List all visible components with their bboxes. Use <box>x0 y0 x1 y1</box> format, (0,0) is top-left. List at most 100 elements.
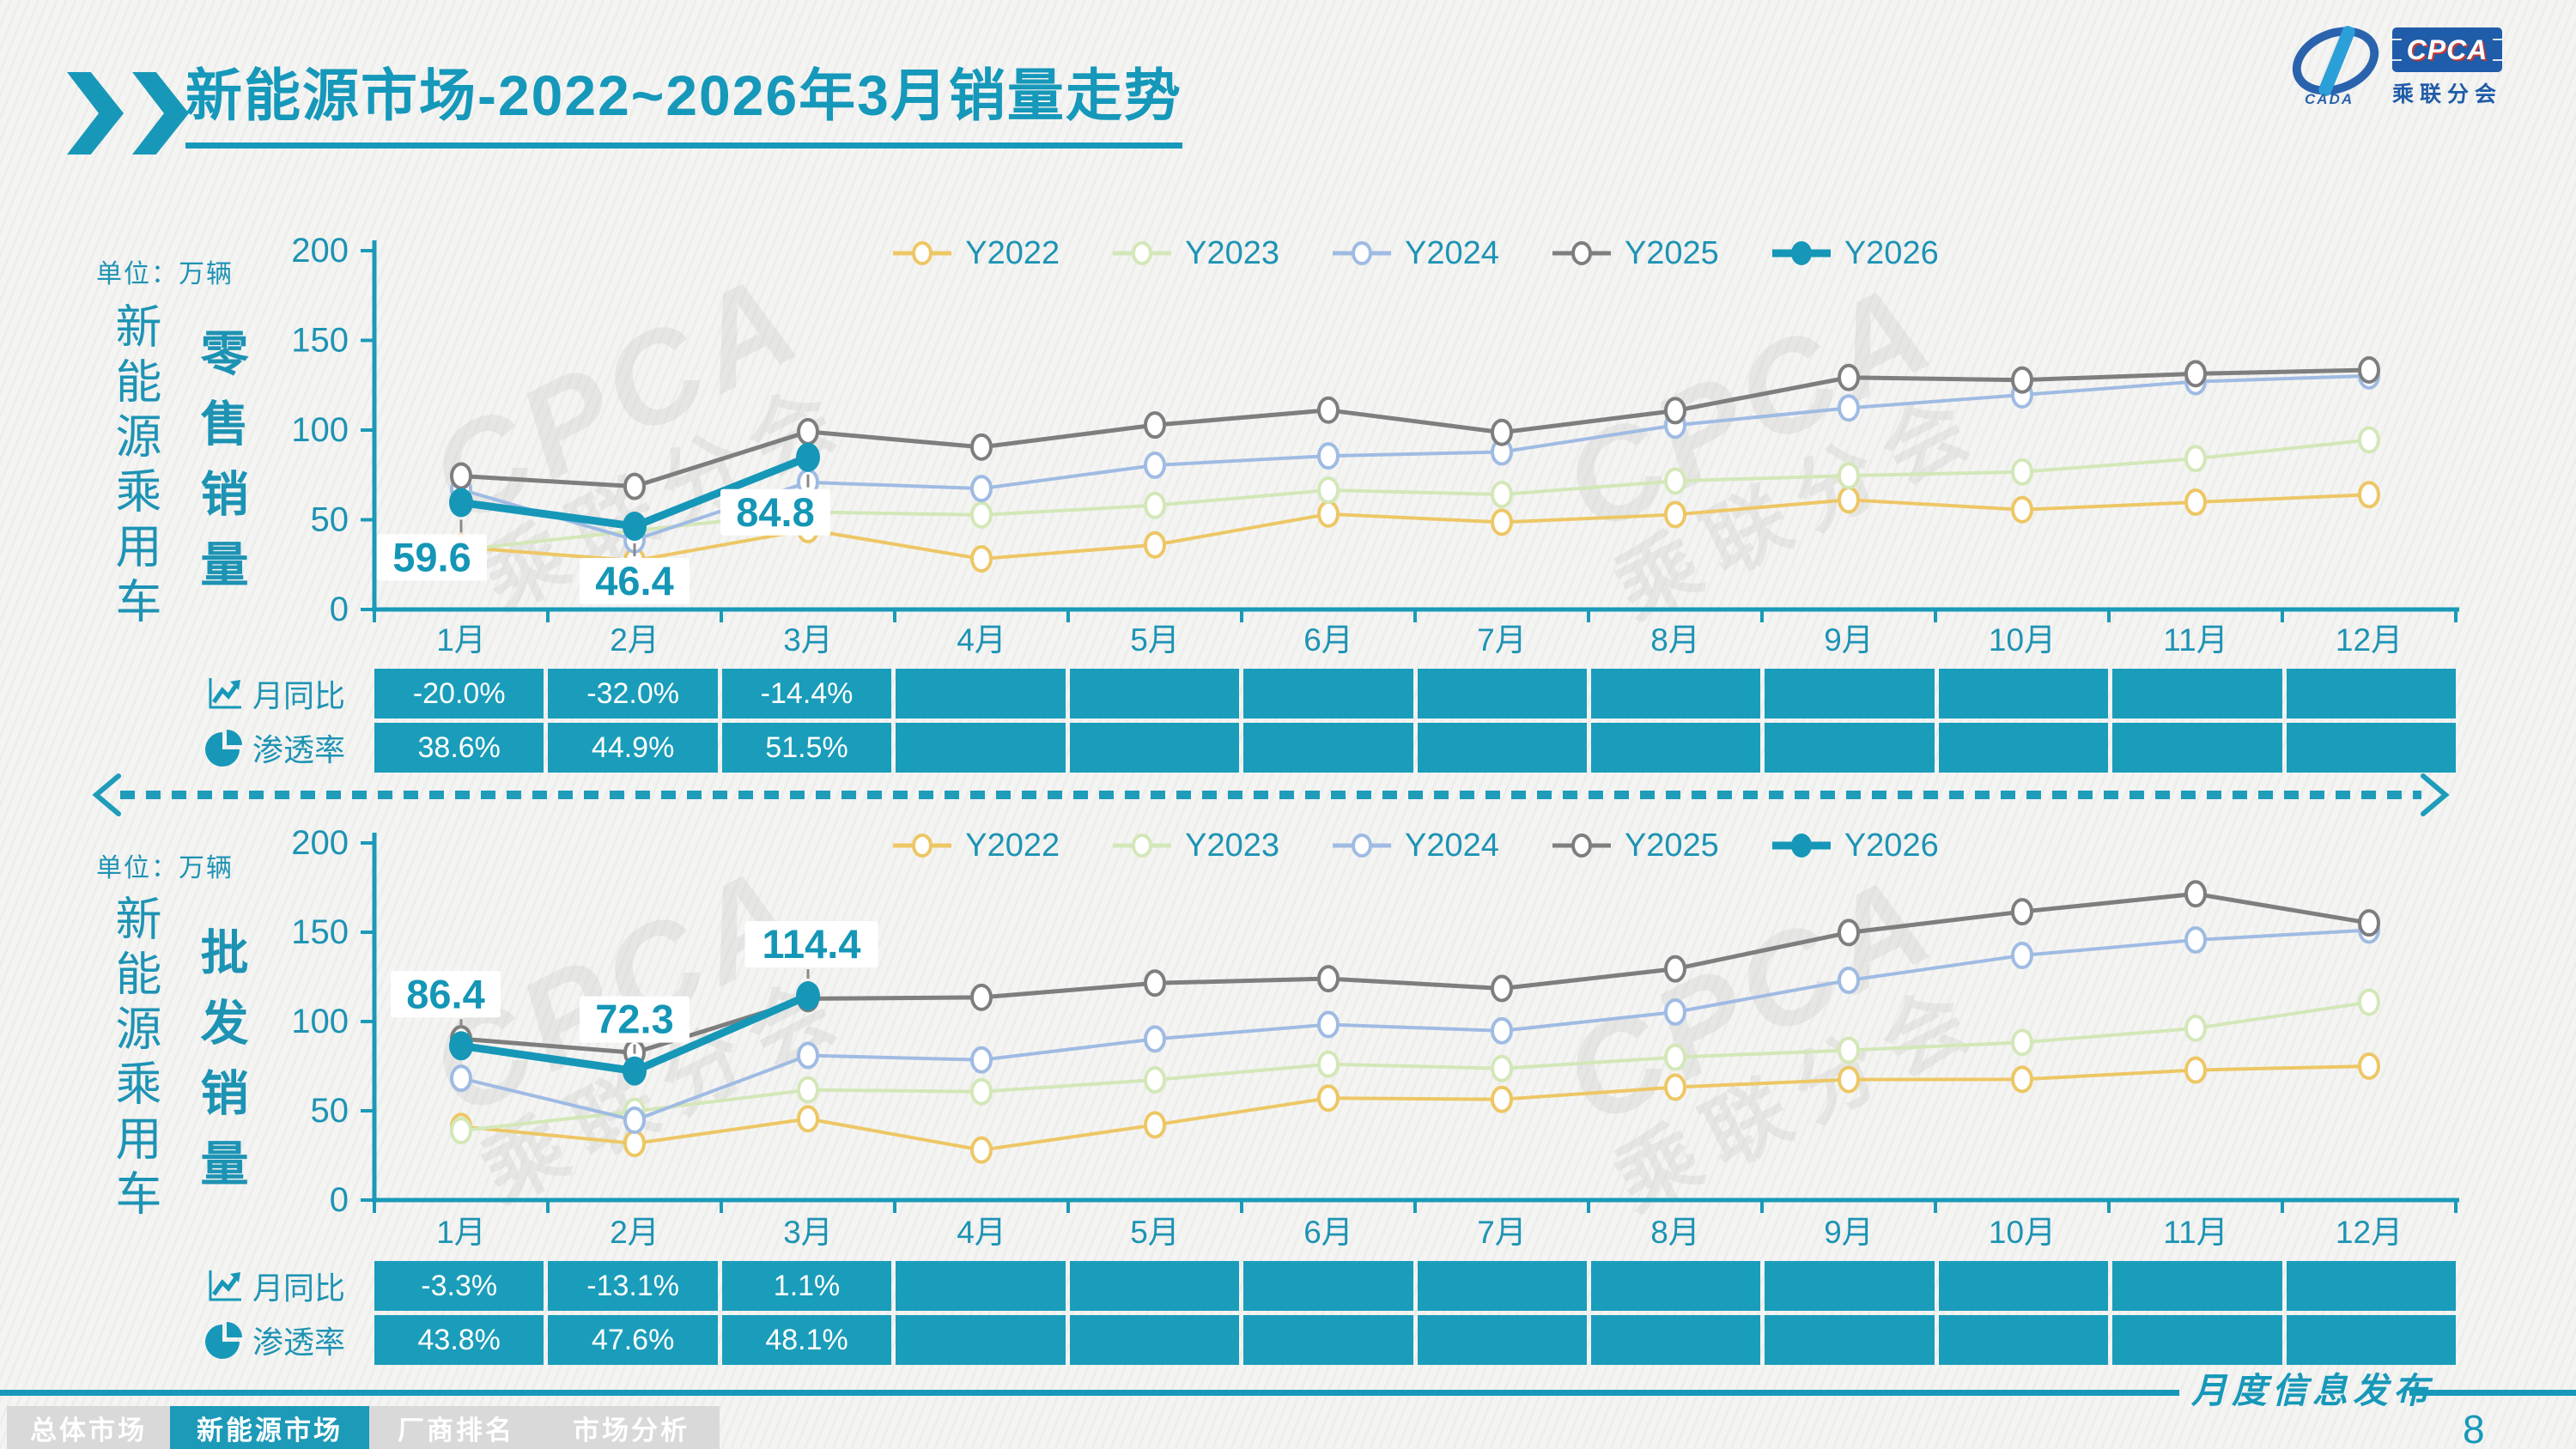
渗透率-cell-4月 <box>896 723 1066 773</box>
月同比-cell-12月 <box>2286 669 2456 718</box>
marker-Y2022 <box>1317 500 1340 528</box>
tab-总体市场[interactable]: 总体市场 <box>30 1415 147 1446</box>
month-label: 8月 <box>1650 1215 1700 1250</box>
月同比-cell-6月 <box>1243 1261 1413 1311</box>
渗透率-cell-9月 <box>1765 723 1935 773</box>
月同比-cell-8月 <box>1590 1261 1761 1311</box>
month-label: 10月 <box>1989 622 2056 658</box>
渗透率-cell-5月 <box>1069 1315 1240 1365</box>
series-line-Y2022 <box>459 1064 2371 1152</box>
unit-label-wholesale: 单位：万辆 <box>96 854 234 882</box>
tab-新能源市场[interactable]: 新能源市场 <box>170 1406 369 1449</box>
marker-Y2022 <box>1317 1084 1340 1113</box>
legend-label: Y2022 <box>965 234 1060 271</box>
marker-Y2025 <box>2011 898 2033 926</box>
marker-Y2025 <box>970 433 993 461</box>
legend-label: Y2024 <box>1405 827 1499 864</box>
legend-label: Y2023 <box>1185 234 1280 271</box>
month-label: 12月 <box>2336 1215 2403 1250</box>
value-label-chip <box>580 996 690 1043</box>
marker-Y2026 <box>623 512 647 542</box>
marker-Y2022 <box>450 533 472 561</box>
logo-acronym: CPCA <box>2401 33 2494 66</box>
value-label-chip <box>744 921 878 968</box>
渗透率-cell-7月 <box>1417 723 1587 773</box>
marker-Y2024 <box>1491 438 1513 466</box>
legend-label: Y2022 <box>965 827 1060 864</box>
marker-Y2022 <box>1838 1065 1860 1094</box>
月同比-cell-2月: -32.0% <box>548 669 718 718</box>
marker-Y2025 <box>1317 396 1340 424</box>
渗透率-cell-11月 <box>2112 1315 2282 1365</box>
month-label: 6月 <box>1303 622 1353 658</box>
legend-retail: Y2022 Y2023 Y2024 Y2025 Y2026 <box>374 233 2456 273</box>
marker-Y2023 <box>1317 476 1340 505</box>
value-label-chip <box>580 558 690 605</box>
marker-Y2025 <box>2011 366 2033 394</box>
渗透率-cell-1月: 43.8% <box>374 1315 544 1365</box>
marker-Y2024 <box>1664 411 1686 440</box>
月同比-cell-11月 <box>2112 669 2282 718</box>
月同比-cell-5月 <box>1069 1261 1240 1311</box>
marker-Y2024 <box>797 468 819 496</box>
marker-Y2022 <box>797 1105 819 1133</box>
marker-Y2022 <box>1838 486 1860 514</box>
marker-Y2025 <box>1838 363 1860 391</box>
marker-Y2023 <box>623 1097 646 1125</box>
月同比-cell-4月 <box>896 669 1066 718</box>
month-label: 6月 <box>1303 1215 1353 1250</box>
marker-Y2023 <box>1838 462 1860 490</box>
marker-Y2025 <box>450 1025 472 1053</box>
series-line-Y2026 <box>457 453 812 530</box>
legend-marker-icon <box>1771 834 1831 858</box>
legend-item-Y2023: Y2023 <box>1111 828 1279 864</box>
marker-Y2022 <box>1491 508 1513 537</box>
月同比-cell-9月 <box>1765 1261 1935 1311</box>
y-tick-label: 200 <box>291 232 349 270</box>
watermark: CPCA 乘联分会 <box>1541 252 1998 637</box>
marker-Y2024 <box>2358 361 2380 390</box>
legend-item-Y2023: Y2023 <box>1111 235 1279 272</box>
marker-Y2025 <box>1144 969 1166 997</box>
chevron-icon <box>67 72 124 155</box>
y-tick-label: 200 <box>291 824 349 862</box>
series-line-Y2026 <box>457 991 812 1076</box>
month-label: 10月 <box>1989 1215 2056 1250</box>
page-title: 新能源市场-2022~2026年3月销量走势 <box>185 50 1182 149</box>
month-label: 7月 <box>1477 622 1527 658</box>
y-tick-label: 150 <box>291 913 349 951</box>
series-line-Y2024 <box>459 928 2371 1123</box>
trend-icon <box>209 678 241 709</box>
month-label: 5月 <box>1130 1215 1180 1250</box>
legend-label: Y2026 <box>1844 234 1939 271</box>
wholesale-yoy-row: -3.3% -13.1% 1.1% <box>374 1261 2456 1311</box>
month-label: 2月 <box>610 1215 659 1250</box>
marker-Y2022 <box>2011 1065 2033 1094</box>
series-line-Y2024 <box>459 373 2371 542</box>
月同比-cell-10月 <box>1938 669 2109 718</box>
渗透率-cell-2月: 47.6% <box>548 1315 718 1365</box>
footer-divider-line <box>0 1390 2179 1396</box>
marker-Y2023 <box>623 517 646 545</box>
legend-item-Y2024: Y2024 <box>1331 235 1499 272</box>
y-tick-label: 50 <box>311 501 349 539</box>
渗透率-cell-1月: 38.6% <box>374 723 544 773</box>
series-line-Y2025 <box>459 891 2372 1055</box>
渗透率-cell-10月 <box>1938 723 2109 773</box>
渗透率-cell-8月 <box>1590 723 1761 773</box>
marker-Y2022 <box>623 1130 646 1158</box>
legend-label: Y2025 <box>1624 234 1719 271</box>
渗透率-cell-6月 <box>1243 1315 1413 1365</box>
y-tick-label: 0 <box>330 591 349 628</box>
month-label: 11月 <box>2163 622 2227 658</box>
value-label: 59.6 <box>392 534 471 579</box>
tab-厂商排名[interactable]: 厂商排名 <box>398 1415 514 1446</box>
marker-Y2024 <box>1664 997 1686 1026</box>
渗透率-cell-12月 <box>2286 1315 2456 1365</box>
marker-Y2024 <box>2011 942 2033 970</box>
tab-市场分析[interactable]: 市场分析 <box>573 1415 690 1446</box>
marker-Y2024 <box>2011 381 2033 409</box>
marker-Y2023 <box>450 536 472 564</box>
渗透率-cell-12月 <box>2286 723 2456 773</box>
logo-cn-name: 乘联分会 <box>2391 82 2502 106</box>
